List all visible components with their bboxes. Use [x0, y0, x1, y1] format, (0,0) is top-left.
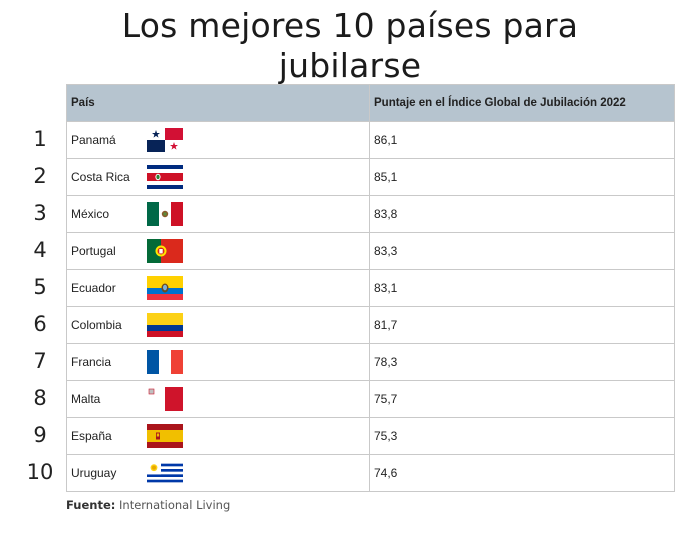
country-cell: Malta — [66, 380, 370, 418]
rank-number: 9 — [33, 423, 47, 447]
score-cell: 75,7 — [369, 380, 675, 418]
france-flag-icon — [147, 350, 183, 374]
table-row: Panamá 86,1 — [66, 121, 675, 159]
country-cell: Panamá — [66, 121, 370, 159]
ecuador-flag-icon — [147, 276, 183, 300]
score-cell: 83,1 — [369, 269, 675, 307]
table-row: México 83,8 — [66, 195, 675, 233]
country-name: Portugal — [71, 244, 116, 258]
source-note: Fuente: International Living — [66, 498, 230, 512]
rank-number: 3 — [33, 201, 47, 225]
title-line-1: Los mejores 10 países para — [121, 6, 579, 45]
score-cell: 74,6 — [369, 454, 675, 492]
rank-number: 4 — [33, 238, 47, 262]
header-country: País — [66, 84, 370, 122]
panama-flag-icon — [147, 128, 183, 152]
rank-number: 6 — [33, 312, 47, 336]
score-cell: 78,3 — [369, 343, 675, 381]
source-text: International Living — [119, 498, 231, 512]
table-row: Colombia 81,7 — [66, 306, 675, 344]
table-row: Portugal 83,3 — [66, 232, 675, 270]
mexico-flag-icon — [147, 202, 183, 226]
country-cell: Francia — [66, 343, 370, 381]
country-name: Costa Rica — [71, 170, 130, 184]
costa-rica-flag-icon — [147, 165, 183, 189]
score-cell: 86,1 — [369, 121, 675, 159]
country-cell: Costa Rica — [66, 158, 370, 196]
country-cell: México — [66, 195, 370, 233]
colombia-flag-icon — [147, 313, 183, 337]
country-cell: Portugal — [66, 232, 370, 270]
page-title: Los mejores 10 países para jubilarse — [0, 6, 700, 86]
country-cell: Uruguay — [66, 454, 370, 492]
rank-number: 10 — [26, 460, 54, 484]
portugal-flag-icon — [147, 239, 183, 263]
rank-number: 1 — [33, 127, 47, 151]
country-cell: Colombia — [66, 306, 370, 344]
title-line-2: jubilarse — [278, 46, 422, 85]
country-name: España — [71, 429, 112, 443]
country-name: Malta — [71, 392, 101, 406]
country-cell: Ecuador — [66, 269, 370, 307]
country-name: Uruguay — [71, 466, 117, 480]
table-row: España 75,3 — [66, 417, 675, 455]
table-row: Costa Rica 85,1 — [66, 158, 675, 196]
malta-flag-icon — [147, 387, 183, 411]
table-row: Malta 75,7 — [66, 380, 675, 418]
spain-flag-icon — [147, 424, 183, 448]
score-cell: 85,1 — [369, 158, 675, 196]
rank-number: 8 — [33, 386, 47, 410]
rank-number: 5 — [33, 275, 47, 299]
table-header-row: País Puntaje en el Índice Global de Jubi… — [66, 84, 675, 122]
ranking-table: País Puntaje en el Índice Global de Jubi… — [66, 84, 675, 492]
country-name: Ecuador — [71, 281, 116, 295]
table-row: Francia 78,3 — [66, 343, 675, 381]
score-cell: 83,3 — [369, 232, 675, 270]
country-cell: España — [66, 417, 370, 455]
rank-number: 7 — [33, 349, 47, 373]
table-row: Ecuador 83,1 — [66, 269, 675, 307]
source-label: Fuente: — [66, 498, 116, 512]
header-score: Puntaje en el Índice Global de Jubilació… — [369, 84, 675, 122]
country-name: Francia — [71, 355, 112, 369]
rank-number: 2 — [33, 164, 47, 188]
country-name: Panamá — [71, 133, 116, 147]
country-name: Colombia — [71, 318, 122, 332]
score-cell: 83,8 — [369, 195, 675, 233]
score-cell: 81,7 — [369, 306, 675, 344]
table-row: Uruguay 74,6 — [66, 454, 675, 492]
uruguay-flag-icon — [147, 461, 183, 485]
score-cell: 75,3 — [369, 417, 675, 455]
country-name: México — [71, 207, 110, 221]
